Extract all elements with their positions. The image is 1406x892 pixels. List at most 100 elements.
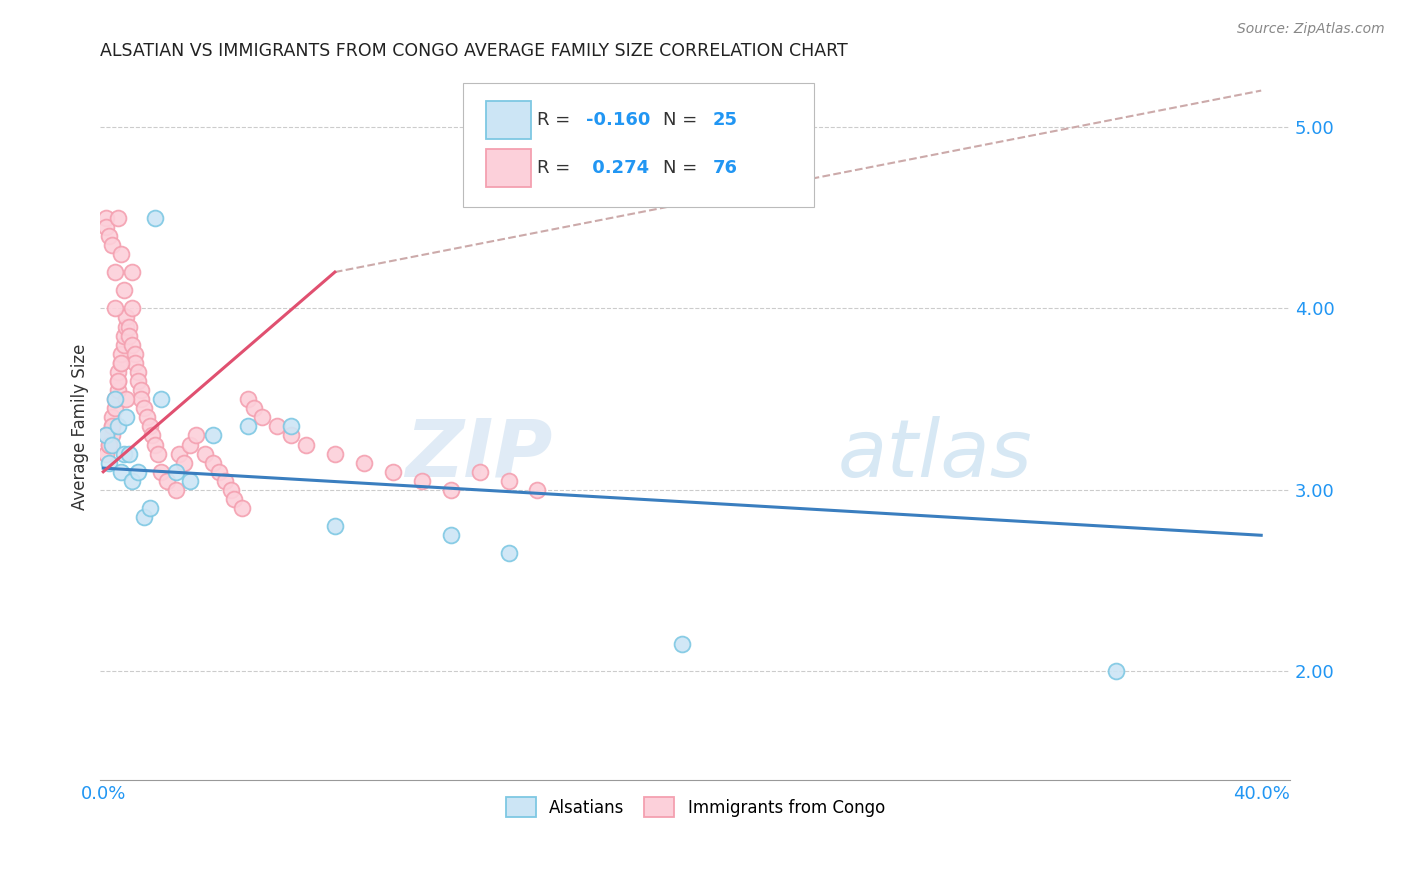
Text: 0.274: 0.274 [586, 159, 650, 177]
Text: 76: 76 [713, 159, 738, 177]
Point [143, 211, 166, 225]
Point [121, 337, 143, 351]
Point [124, 347, 146, 361]
Point [167, 447, 190, 461]
Point [118, 319, 141, 334]
Point [94, 211, 117, 225]
Point [101, 437, 124, 451]
Point [121, 301, 143, 316]
Point [165, 483, 187, 497]
Point [98, 437, 121, 451]
Point [222, 491, 245, 506]
Text: R =: R = [537, 159, 576, 177]
Point [110, 247, 132, 261]
Point [127, 365, 149, 379]
Point [252, 410, 274, 425]
Text: N =: N = [664, 159, 703, 177]
Point [110, 465, 132, 479]
Point [156, 474, 179, 488]
Point [214, 474, 236, 488]
Text: ALSATIAN VS IMMIGRANTS FROM CONGO AVERAGE FAMILY SIZE CORRELATION CHART: ALSATIAN VS IMMIGRANTS FROM CONGO AVERAG… [100, 42, 848, 60]
Point [127, 374, 149, 388]
Point [127, 465, 149, 479]
Point [124, 356, 146, 370]
Point [280, 428, 302, 442]
Point [107, 383, 129, 397]
Point [94, 447, 117, 461]
Point [323, 519, 346, 533]
Point [193, 447, 215, 461]
Point [107, 374, 129, 388]
Point [104, 401, 127, 416]
Point [101, 419, 124, 434]
Point [219, 483, 242, 497]
Point [411, 474, 433, 488]
Y-axis label: Average Family Size: Average Family Size [72, 343, 89, 509]
Point [179, 474, 201, 488]
FancyBboxPatch shape [486, 149, 531, 187]
Point [440, 528, 463, 542]
Point [112, 337, 135, 351]
Point [110, 347, 132, 361]
Point [138, 419, 160, 434]
Point [115, 319, 138, 334]
Point [236, 419, 259, 434]
Point [208, 465, 231, 479]
Point [132, 401, 155, 416]
Point [112, 447, 135, 461]
Point [498, 546, 520, 560]
Point [101, 419, 124, 434]
Point [184, 428, 207, 442]
Point [94, 219, 117, 234]
Point [526, 483, 548, 497]
Point [129, 383, 152, 397]
Point [165, 465, 187, 479]
Point [1105, 665, 1128, 679]
Point [132, 510, 155, 524]
Text: R =: R = [537, 111, 576, 128]
Point [112, 283, 135, 297]
Point [381, 465, 404, 479]
Point [202, 456, 225, 470]
Text: Source: ZipAtlas.com: Source: ZipAtlas.com [1237, 22, 1385, 37]
Point [242, 401, 264, 416]
Point [115, 410, 138, 425]
Text: -0.160: -0.160 [586, 111, 650, 128]
Point [173, 456, 195, 470]
Point [94, 428, 117, 442]
Point [129, 392, 152, 406]
Point [121, 474, 143, 488]
Point [104, 265, 127, 279]
Point [280, 419, 302, 434]
Point [141, 428, 163, 442]
Point [295, 437, 318, 451]
Point [118, 447, 141, 461]
Point [110, 356, 132, 370]
Point [101, 410, 124, 425]
Point [148, 447, 170, 461]
Point [110, 356, 132, 370]
Point [101, 428, 124, 442]
Point [98, 228, 121, 243]
Point [98, 456, 121, 470]
Point [104, 301, 127, 316]
Point [101, 238, 124, 252]
Point [498, 474, 520, 488]
Point [107, 211, 129, 225]
Text: ZIP: ZIP [405, 416, 553, 493]
Point [94, 428, 117, 442]
Point [135, 410, 157, 425]
Point [440, 483, 463, 497]
Point [231, 501, 253, 516]
Point [107, 374, 129, 388]
Text: 25: 25 [713, 111, 738, 128]
Point [179, 437, 201, 451]
Point [112, 328, 135, 343]
Point [121, 265, 143, 279]
Point [115, 392, 138, 406]
Point [266, 419, 288, 434]
Point [107, 419, 129, 434]
Point [143, 437, 166, 451]
Point [115, 310, 138, 325]
Point [98, 437, 121, 451]
